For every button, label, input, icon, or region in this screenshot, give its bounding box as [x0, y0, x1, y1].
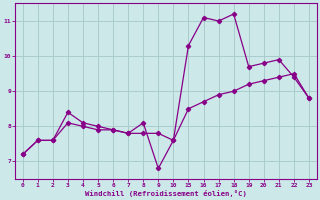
- X-axis label: Windchill (Refroidissement éolien,°C): Windchill (Refroidissement éolien,°C): [85, 190, 247, 197]
